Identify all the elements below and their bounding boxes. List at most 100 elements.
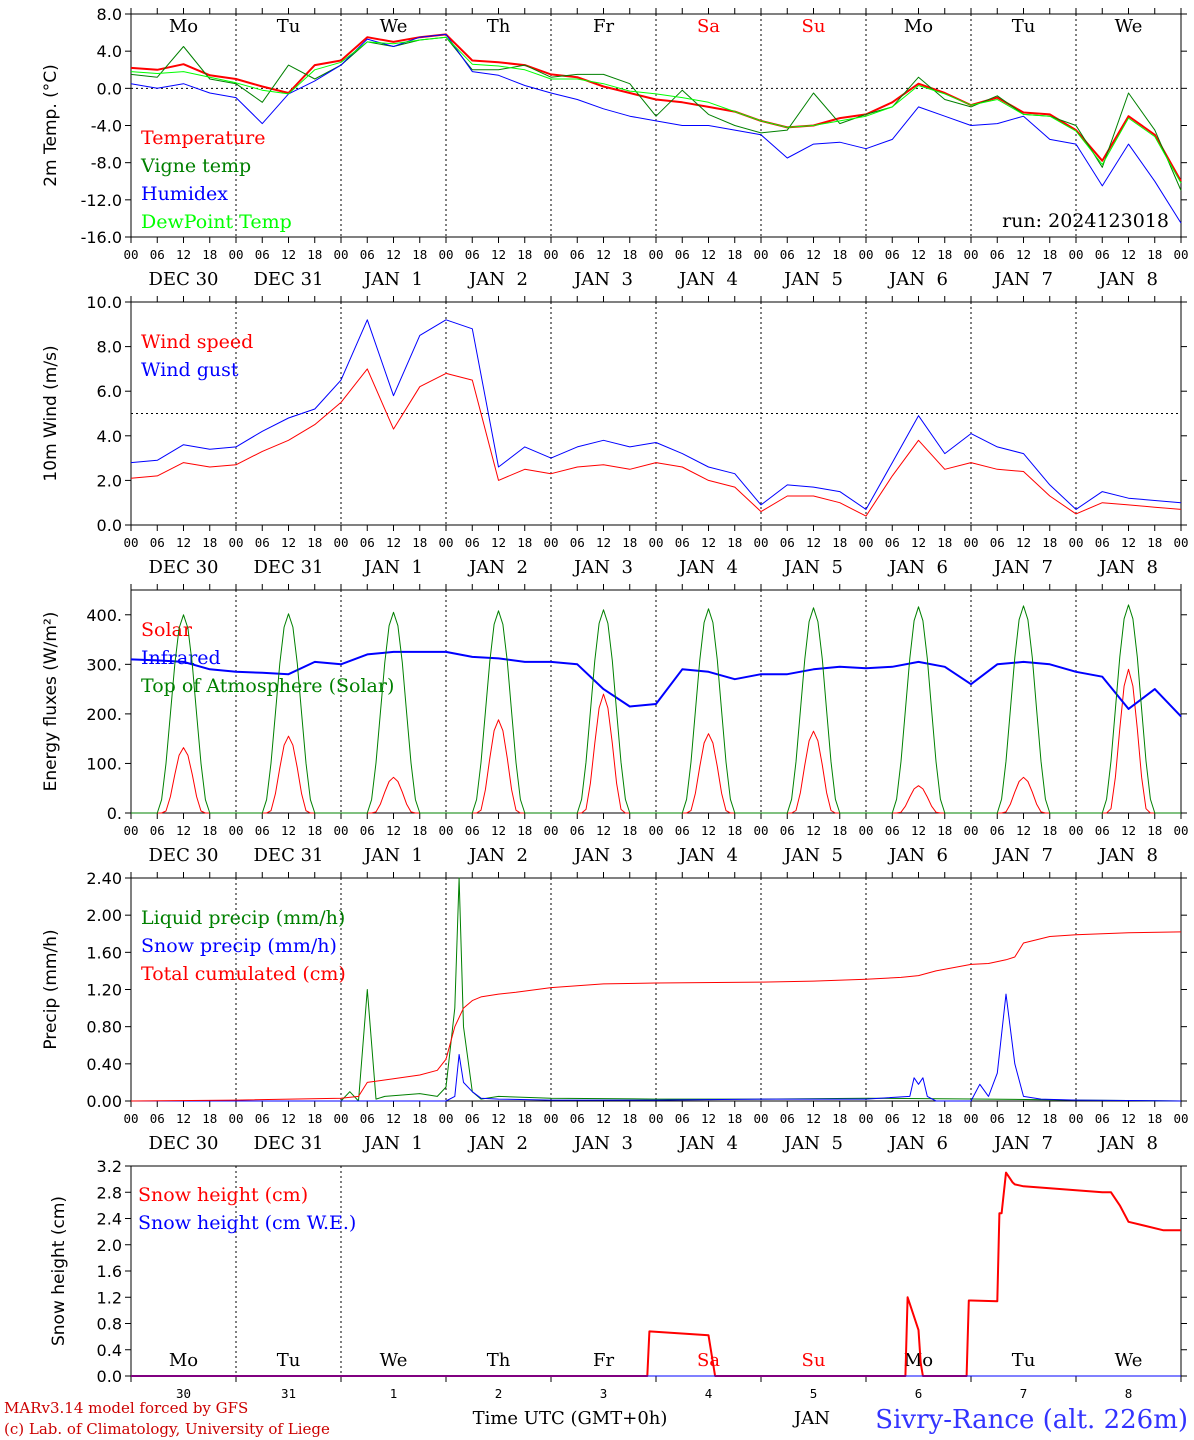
- x-date-label: JAN 4: [677, 845, 738, 866]
- x-date-label: JAN 7: [992, 1133, 1053, 1154]
- x-hour-label: 12: [281, 823, 296, 838]
- x-hour-label: 00: [228, 823, 243, 838]
- x-hour-label: 18: [517, 535, 532, 550]
- series-line-vigne-temp: [130, 36, 1182, 191]
- y-tick-label: -8.0: [91, 154, 122, 173]
- x-hour-label: 00: [753, 1111, 768, 1126]
- x-day-label: 2: [495, 1386, 503, 1401]
- x-hour-label: 12: [491, 1111, 506, 1126]
- legend-entry: Liquid precip (mm/h): [141, 907, 345, 929]
- y-tick-label: 100.: [86, 754, 122, 773]
- x-hour-label: 06: [675, 823, 690, 838]
- day-of-week-label: Tu: [1012, 1350, 1036, 1371]
- x-hour-label: 00: [963, 823, 978, 838]
- x-hour-label: 12: [281, 535, 296, 550]
- series-line-top-of-atmosphere-solar: [131, 604, 1181, 814]
- x-date-label: JAN 1: [362, 1133, 423, 1154]
- panel-wind: 10.08.06.04.02.00.000 06 12 18 00 06 12 18 00 06 1…: [41, 293, 1189, 578]
- x-hour-label: 12: [1121, 535, 1136, 550]
- run-label: run: 2024123018: [1002, 210, 1169, 232]
- x-hour-label: 00: [123, 247, 138, 262]
- y-tick-label: 0.40: [86, 1055, 122, 1074]
- y-tick-label: 10.0: [86, 293, 122, 312]
- x-date-label: DEC 31: [254, 269, 324, 290]
- legend-entry: DewPoint Temp: [141, 211, 292, 233]
- x-hour-label: 06: [885, 247, 900, 262]
- x-date-label: JAN 5: [782, 557, 843, 578]
- x-hour-label: 06: [465, 247, 480, 262]
- x-hour-label: 06: [780, 535, 795, 550]
- x-hour-label: 06: [990, 1111, 1005, 1126]
- x-hour-label: 12: [911, 535, 926, 550]
- y-tick-label: 0.0: [97, 516, 122, 535]
- x-date-label: JAN 6: [887, 845, 948, 866]
- x-hour-label: 18: [307, 1111, 322, 1126]
- x-hour-label: 00: [1068, 823, 1083, 838]
- x-hour-label: 00: [963, 1111, 978, 1126]
- x-hour-label: 00: [648, 1111, 663, 1126]
- x-date-label: JAN 6: [887, 269, 948, 290]
- x-hour-label: 18: [937, 535, 952, 550]
- x-date-label: DEC 30: [149, 1133, 219, 1154]
- x-hour-label: 06: [780, 823, 795, 838]
- x-hour-label: 18: [727, 823, 742, 838]
- y-tick-label: 2.4: [97, 1210, 122, 1229]
- x-date-label: JAN 8: [1097, 269, 1158, 290]
- legend-entry: Humidex: [141, 183, 228, 205]
- x-hour-label: 12: [701, 247, 716, 262]
- x-hour-label: 00: [648, 247, 663, 262]
- x-hour-label: 06: [150, 247, 165, 262]
- x-date-label: JAN 8: [1097, 1133, 1158, 1154]
- station-name: Sivry-Rance (alt. 226m): [875, 1405, 1188, 1435]
- x-date-label: DEC 30: [149, 557, 219, 578]
- x-hour-label: 06: [255, 1111, 270, 1126]
- series-line-dewpoint-temp: [130, 36, 1182, 184]
- x-date-label: JAN 7: [992, 845, 1053, 866]
- x-hour-label: 12: [176, 247, 191, 262]
- series-line-wind-gust: [130, 319, 1182, 510]
- x-hour-label: 00: [438, 247, 453, 262]
- x-date-label: JAN 5: [782, 269, 843, 290]
- y-tick-label: 0.0: [97, 1367, 122, 1386]
- x-date-label: JAN 6: [887, 1133, 948, 1154]
- y-tick-label: 1.20: [86, 981, 122, 1000]
- x-hour-label: 18: [727, 535, 742, 550]
- x-hour-label: 06: [1095, 535, 1110, 550]
- x-day-label: 31: [281, 1386, 296, 1401]
- x-hour-label: 18: [307, 247, 322, 262]
- x-hour-label: 18: [832, 1111, 847, 1126]
- legend-entry: Snow height (cm W.E.): [138, 1212, 356, 1234]
- x-hour-label: 12: [491, 823, 506, 838]
- x-hour-label: 06: [360, 1111, 375, 1126]
- x-hour-label: 18: [832, 535, 847, 550]
- day-of-week-label: Su: [802, 16, 826, 37]
- x-hour-label: 18: [622, 1111, 637, 1126]
- x-date-label: DEC 31: [254, 1133, 324, 1154]
- y-tick-label: 0.: [107, 804, 122, 823]
- x-hour-label: 06: [990, 823, 1005, 838]
- x-hour-label: 18: [727, 247, 742, 262]
- x-hour-label: 06: [780, 1111, 795, 1126]
- y-tick-label: 2.40: [86, 869, 122, 888]
- x-hour-label: 18: [937, 823, 952, 838]
- series-line-infrared: [130, 650, 1182, 718]
- x-date-label: JAN 2: [467, 845, 528, 866]
- y-tick-label: 0.8: [97, 1315, 122, 1334]
- x-hour-label: 06: [150, 823, 165, 838]
- x-hour-label: 00: [543, 535, 558, 550]
- x-hour-label: 12: [1016, 247, 1031, 262]
- x-date-label: JAN 2: [467, 557, 528, 578]
- x-hour-label: 18: [1147, 535, 1162, 550]
- series-line-wind-speed: [130, 368, 1182, 517]
- x-hour-label: 12: [281, 1111, 296, 1126]
- x-hour-label: 00: [858, 823, 873, 838]
- x-hour-label: 00: [753, 535, 768, 550]
- y-tick-label: 2.0: [97, 471, 122, 490]
- x-hour-label: 00: [858, 1111, 873, 1126]
- day-of-week-label: Th: [487, 1350, 511, 1371]
- x-hour-label: 18: [937, 247, 952, 262]
- x-hour-label: 06: [780, 247, 795, 262]
- x-hour-label: 00: [123, 823, 138, 838]
- x-hour-label: 00: [123, 535, 138, 550]
- x-hour-label: 00: [1173, 535, 1188, 550]
